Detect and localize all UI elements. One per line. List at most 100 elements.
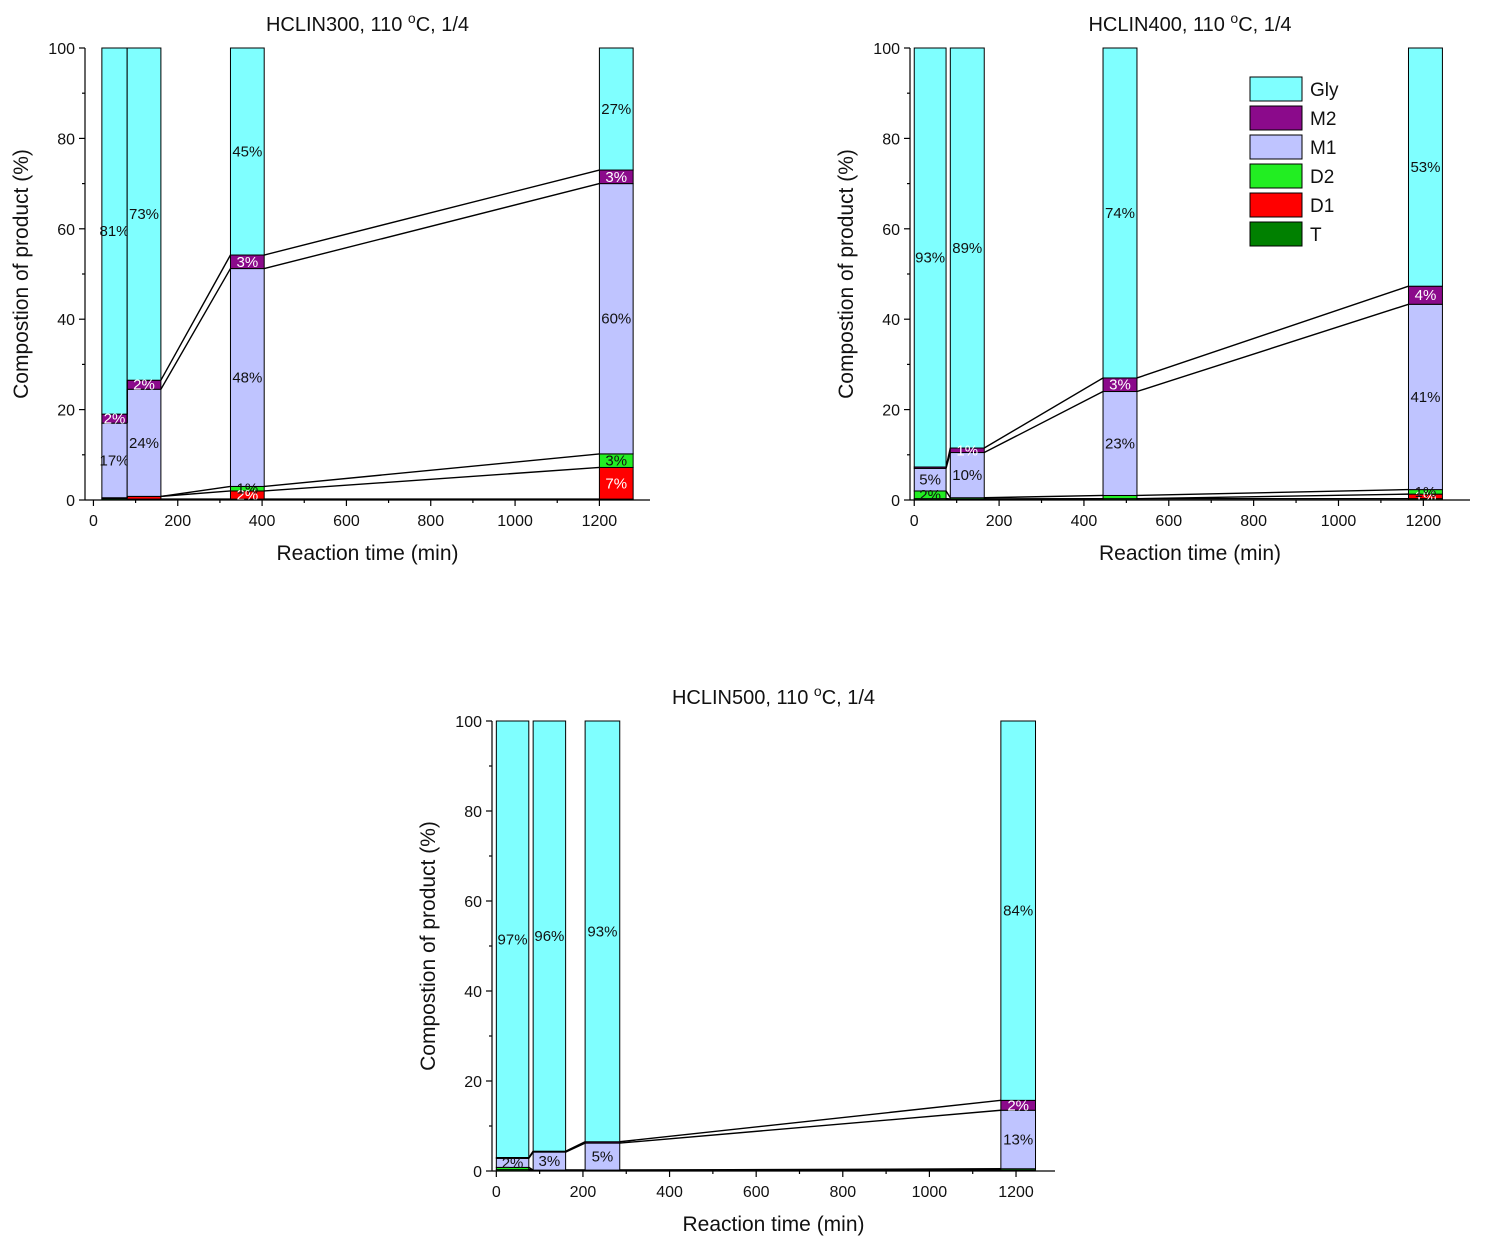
connector-line — [945, 490, 951, 499]
data-label: 93% — [587, 923, 617, 940]
data-label: 3% — [605, 453, 627, 470]
connector-line — [1136, 303, 1409, 393]
y-tick-label: 60 — [464, 894, 482, 911]
data-label: 2% — [133, 377, 155, 394]
bar-segment-m1 — [229, 268, 265, 487]
data-label: 3% — [539, 1153, 561, 1170]
connector-line — [264, 182, 600, 270]
data-label: 2% — [502, 1155, 524, 1172]
data-label: 13% — [1003, 1132, 1033, 1149]
y-tick-label: 0 — [891, 493, 900, 510]
bar-segment-gly — [126, 47, 162, 381]
bar-group: 24% 2% 73% — [126, 47, 162, 501]
bar-segment-gly — [1102, 47, 1138, 379]
bar-segment-m1 — [1407, 303, 1443, 491]
x-tick-label: 1200 — [1406, 513, 1442, 530]
data-label: 45% — [232, 144, 262, 161]
bar-segment-m1 — [949, 452, 985, 499]
legend-swatch — [1249, 163, 1303, 189]
connector-line — [983, 377, 1104, 449]
connector-line — [619, 1099, 1001, 1143]
bar-segment-m1 — [101, 422, 128, 499]
data-label: 84% — [1003, 903, 1033, 920]
legend-item-gly: Gly — [1249, 76, 1339, 102]
data-label: 2% — [919, 487, 941, 504]
connector-line — [1136, 493, 1409, 500]
y-tick-label: 20 — [464, 1074, 482, 1091]
bar-segment-gly — [532, 720, 567, 1152]
data-label: 7% — [605, 475, 627, 492]
legend-item-d1: D1 — [1249, 192, 1334, 218]
data-label: 1% — [236, 481, 258, 498]
y-tick-label: 40 — [882, 312, 900, 329]
y-tick-label: 100 — [873, 41, 900, 58]
x-tick-label: 800 — [829, 1184, 856, 1201]
legend: Gly M2 M1 D2 D1 T — [1249, 76, 1339, 247]
y-tick-label: 0 — [473, 1164, 482, 1181]
legend-label: T — [1310, 225, 1322, 246]
legend-swatch — [1249, 221, 1303, 247]
data-label: 10% — [952, 467, 982, 484]
bar-segment-m1 — [584, 1142, 621, 1171]
x-tick-label: 400 — [249, 513, 276, 530]
x-tick-label: 200 — [164, 513, 191, 530]
data-label: 96% — [534, 928, 564, 945]
bar-group: 17% 2% 81% — [99, 47, 130, 501]
x-tick-label: 1200 — [998, 1184, 1034, 1201]
bar-group: 13% 2% 84% — [1000, 720, 1037, 1172]
data-label: 5% — [919, 472, 941, 489]
legend-label: Gly — [1310, 80, 1339, 101]
bar-segment-gly — [949, 47, 985, 449]
y-tick-label: 100 — [455, 714, 482, 731]
x-tick-label: 600 — [333, 513, 360, 530]
y-tick-label: 80 — [57, 131, 75, 148]
bar-group: 1%1% 41% 4% 53% — [1407, 47, 1443, 505]
connector-line — [1136, 285, 1409, 379]
connector-line — [1136, 488, 1409, 497]
data-label: 97% — [498, 931, 528, 948]
x-tick-label: 0 — [89, 513, 98, 530]
bar-group: 10% 1% 89% — [949, 47, 985, 501]
data-label: 1% — [1415, 484, 1437, 501]
bar-segment-gly — [1000, 720, 1037, 1101]
data-label: 3% — [605, 169, 627, 186]
legend-swatch — [1249, 105, 1303, 131]
connector-line — [264, 453, 600, 488]
bar-segment-gly — [1407, 47, 1443, 287]
bar-segment-gly — [584, 720, 621, 1143]
y-tick-label: 20 — [57, 403, 75, 420]
y-tick-label: 40 — [464, 984, 482, 1001]
data-label: 2% — [1007, 1097, 1029, 1114]
connector-line — [619, 1168, 1001, 1171]
data-label: 48% — [232, 370, 262, 387]
connector-line — [160, 268, 232, 390]
legend-swatch — [1249, 134, 1303, 160]
legend-swatch — [1249, 76, 1303, 102]
x-tick-label: 1000 — [912, 1184, 948, 1201]
bar-group: 5% 93% — [584, 720, 621, 1172]
chart-title: HCLIN300, 110 oC, 1/4 — [266, 10, 469, 36]
chart-title: HCLIN500, 110 oC, 1/4 — [672, 683, 875, 709]
x-tick-label: 200 — [570, 1184, 597, 1201]
data-label: 93% — [915, 250, 945, 267]
bar-group: 3% 96% — [532, 720, 567, 1172]
data-label: 1% — [956, 442, 978, 459]
data-label: 89% — [952, 240, 982, 257]
y-tick-label: 80 — [882, 131, 900, 148]
data-label: 27% — [601, 101, 631, 118]
bar-segment-gly — [229, 47, 265, 256]
data-label: 4% — [1415, 287, 1437, 304]
x-tick-label: 600 — [743, 1184, 770, 1201]
connector-line — [619, 1109, 1001, 1144]
x-tick-label: 0 — [910, 513, 919, 530]
bar-segment-m1 — [126, 388, 162, 497]
data-label: 53% — [1410, 159, 1440, 176]
chart-2: HCLIN400, 110 oC, 1/4 2%5% 93% 10% 1% 89% 23% 3… — [835, 10, 1470, 565]
chart-1: HCLIN300, 110 oC, 1/4 17%2%81%24%2%73%2% 1… — [10, 10, 650, 565]
data-label: 81% — [99, 223, 129, 240]
y-tick-label: 0 — [66, 493, 75, 510]
connector-line — [945, 447, 951, 468]
x-tick-label: 600 — [1155, 513, 1182, 530]
connector-line — [160, 485, 231, 498]
bar-group: 2% 97% — [495, 720, 530, 1172]
